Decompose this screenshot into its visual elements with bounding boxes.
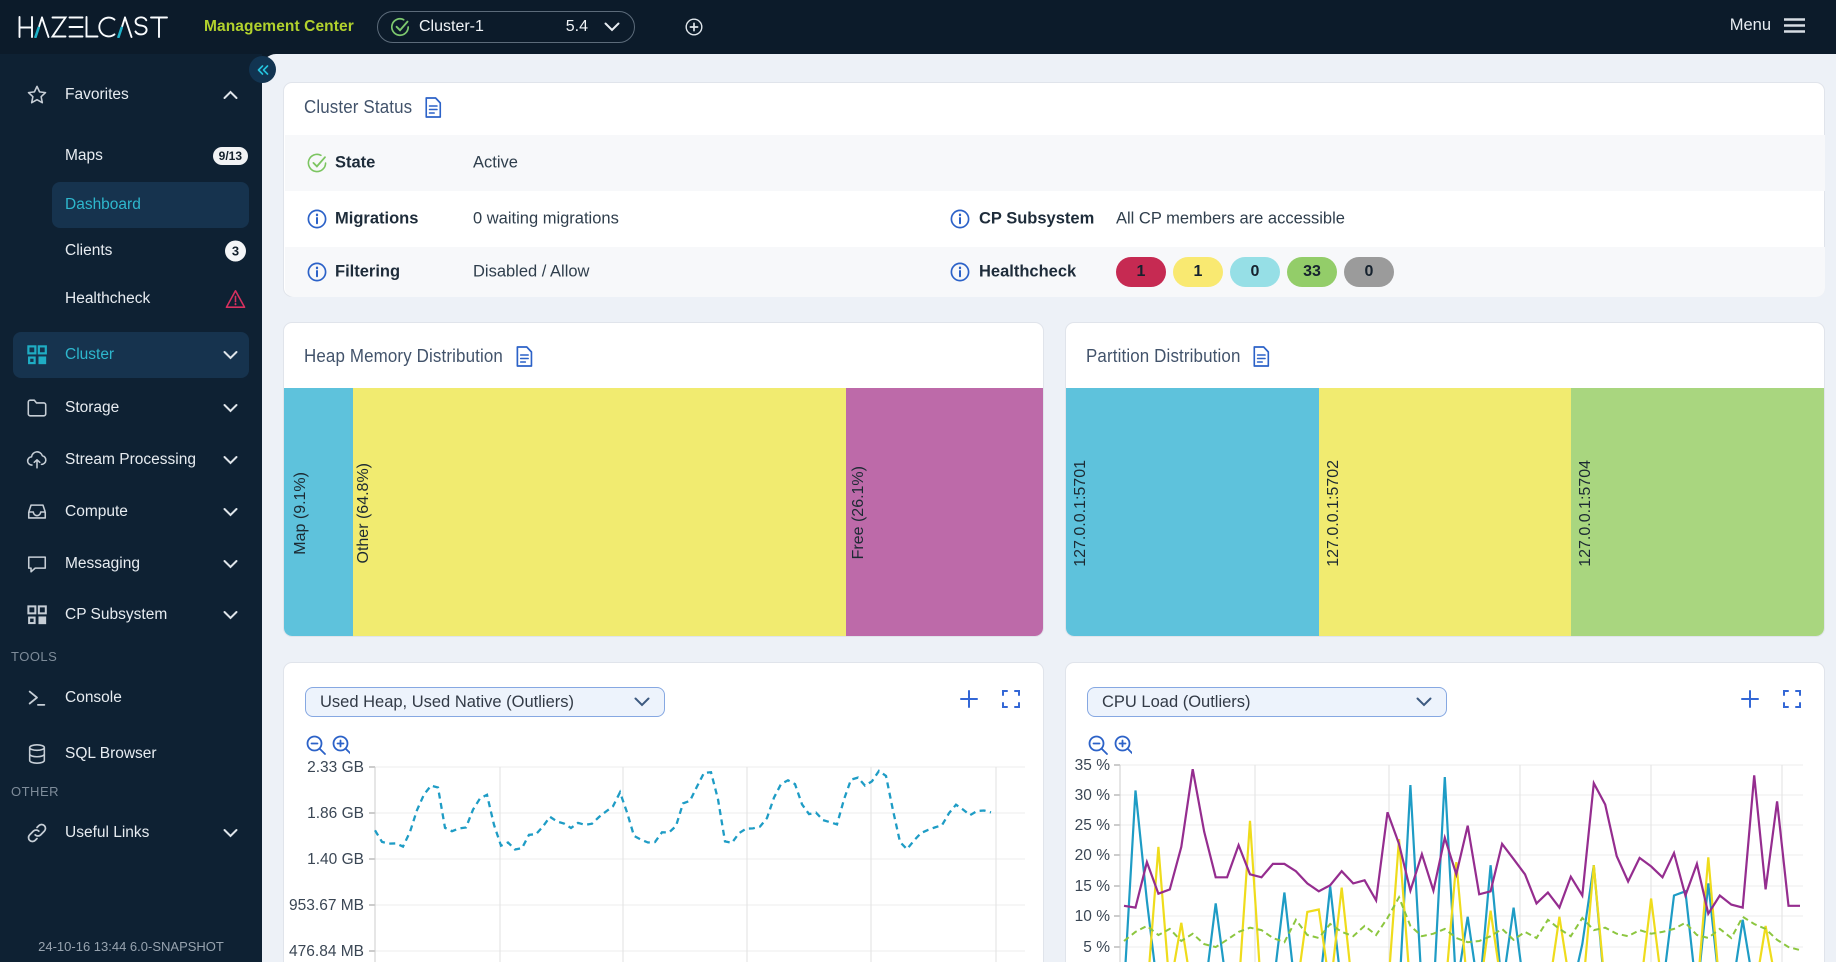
svg-text:35 %: 35 % bbox=[1075, 757, 1111, 774]
svg-text:1.40 GB: 1.40 GB bbox=[307, 851, 364, 868]
svg-text:30 %: 30 % bbox=[1075, 787, 1111, 804]
svg-text:5 %: 5 % bbox=[1083, 939, 1110, 956]
svg-text:476.84 MB: 476.84 MB bbox=[289, 943, 364, 960]
svg-text:1.86 GB: 1.86 GB bbox=[307, 805, 364, 822]
svg-text:2.33 GB: 2.33 GB bbox=[307, 759, 364, 776]
svg-text:10 %: 10 % bbox=[1075, 908, 1111, 925]
svg-text:20 %: 20 % bbox=[1075, 847, 1111, 864]
svg-text:15 %: 15 % bbox=[1075, 878, 1111, 895]
svg-text:25 %: 25 % bbox=[1075, 817, 1111, 834]
svg-text:953.67 MB: 953.67 MB bbox=[289, 897, 364, 914]
